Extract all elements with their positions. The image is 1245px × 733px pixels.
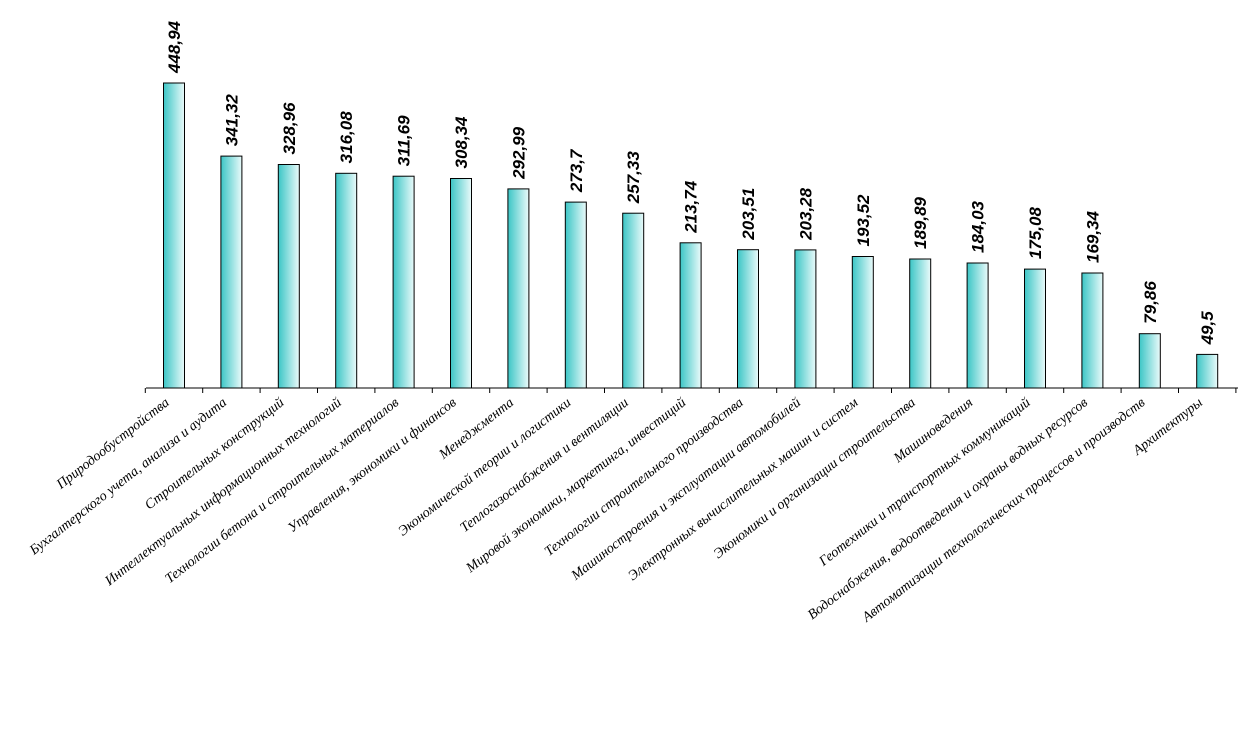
bar-13	[851, 256, 874, 389]
value-label-14: 189,89	[911, 196, 930, 249]
value-label-8: 273,7	[567, 148, 586, 193]
bar-10	[679, 242, 702, 389]
bar-3	[277, 164, 300, 389]
bar-2	[220, 155, 243, 389]
value-label-18: 79,86	[1141, 281, 1160, 324]
bars-group	[163, 82, 1219, 389]
value-label-5: 311,69	[395, 115, 414, 166]
category-label-11: Технологии строительного производства	[542, 395, 746, 559]
bar-4	[335, 172, 358, 389]
bar-19	[1196, 353, 1219, 389]
bar-8	[564, 201, 587, 389]
bar-16	[1024, 268, 1046, 389]
category-label-16: Геотехники и транспортных коммуникаций	[816, 395, 1034, 570]
value-label-11: 203,51	[739, 188, 758, 241]
value-label-6: 308,34	[452, 116, 471, 169]
value-label-19: 49,5	[1198, 311, 1217, 346]
value-label-12: 203,28	[796, 187, 815, 241]
value-label-2: 341,32	[222, 94, 241, 147]
value-label-10: 213,74	[682, 180, 701, 234]
bar-6	[450, 178, 472, 389]
bar-5	[392, 175, 415, 389]
category-label-17: Водоснабжения, водоотведения и охраны во…	[805, 395, 1091, 623]
value-label-1: 448,94	[165, 20, 184, 74]
value-label-13: 193,52	[854, 194, 873, 247]
bar-7	[507, 188, 530, 389]
value-label-17: 169,34	[1083, 210, 1102, 263]
bar-17	[1081, 272, 1104, 389]
value-label-16: 175,08	[1026, 207, 1045, 260]
bar-18	[1138, 333, 1161, 389]
value-label-3: 328,96	[280, 102, 299, 155]
category-label-14: Экономики и организации строительства	[711, 395, 918, 562]
value-label-4: 316,08	[337, 111, 356, 164]
value-label-15: 184,03	[969, 200, 988, 253]
value-label-7: 292,99	[509, 126, 528, 180]
bar-12	[794, 249, 817, 389]
bar-9	[622, 212, 645, 389]
bar-11	[737, 249, 759, 389]
bar-14	[909, 258, 932, 389]
value-labels-group: 448,94 341,32 328,96 316,08 311,69 308,34 292,…	[165, 20, 1217, 345]
value-label-9: 257,33	[624, 151, 643, 205]
bar-1	[163, 82, 185, 389]
x-ticks-group	[144, 388, 1237, 393]
bar-15	[966, 262, 989, 389]
category-label-2: Бухгалтерского учета, анализа и аудита	[26, 395, 229, 559]
